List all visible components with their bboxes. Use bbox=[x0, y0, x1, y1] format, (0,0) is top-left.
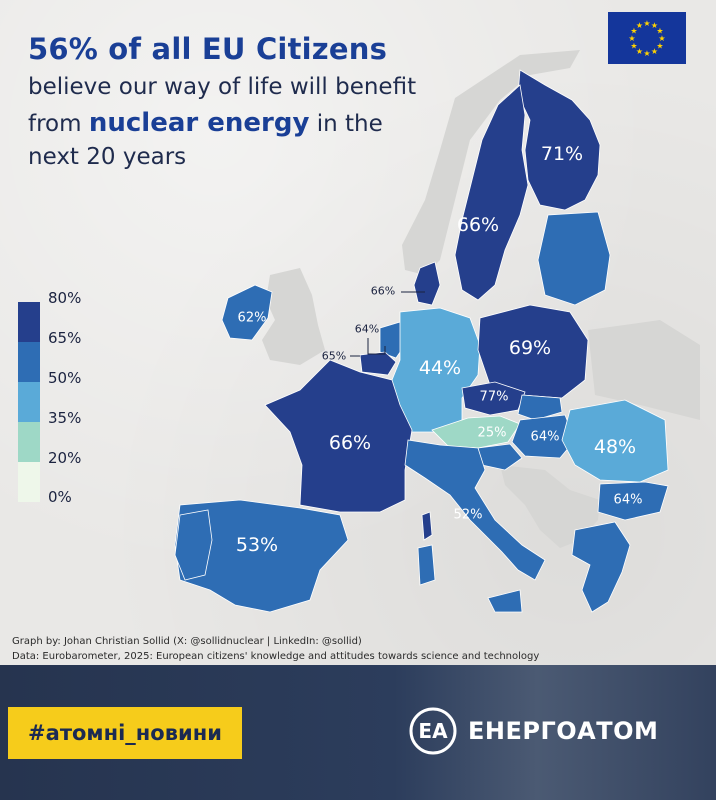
eu-star-icon: ★ bbox=[656, 27, 663, 36]
uk-region bbox=[262, 268, 325, 365]
eu-star-icon: ★ bbox=[656, 42, 663, 51]
region-czechia bbox=[461, 381, 526, 416]
label-denmark: 66% bbox=[370, 284, 396, 298]
norway-region bbox=[402, 50, 580, 275]
region-sardinia bbox=[417, 544, 436, 586]
eu-star-icon: ★ bbox=[643, 19, 650, 28]
eu-star-icon: ★ bbox=[630, 27, 637, 36]
region-sicily bbox=[487, 589, 523, 613]
legend-swatch-65-80 bbox=[18, 302, 40, 342]
energoatom-brand[interactable]: EA ЕНЕРГОАТОМ bbox=[408, 706, 658, 756]
legend-tick: 50% bbox=[48, 369, 82, 387]
label-hungary: 64% bbox=[530, 429, 560, 445]
region-slovenia-croatia bbox=[477, 443, 523, 471]
region-spain bbox=[174, 499, 349, 613]
brand-name: ЕНЕРГОАТОМ bbox=[468, 717, 659, 745]
svg-text:EA: EA bbox=[418, 719, 448, 743]
label-spain: 53% bbox=[235, 534, 279, 556]
eu-star-icon: ★ bbox=[658, 34, 665, 43]
headline: 56% of all EU Citizens bbox=[28, 32, 388, 66]
label-italy: 52% bbox=[453, 507, 483, 523]
eu-star-icon: ★ bbox=[651, 21, 658, 30]
eu-star-icon: ★ bbox=[630, 42, 637, 51]
label-netherlands: 64% bbox=[354, 322, 380, 336]
legend-swatch-50-65 bbox=[18, 342, 40, 382]
ukraine-region bbox=[588, 320, 700, 420]
legend-swatch-20-35 bbox=[18, 422, 40, 462]
label-austria: 25% bbox=[477, 425, 507, 441]
europe-map bbox=[174, 50, 700, 613]
hashtag-badge[interactable]: #атомні_новини bbox=[8, 707, 242, 759]
energoatom-logo-icon: EA bbox=[409, 707, 457, 755]
eu-star-icon: ★ bbox=[651, 47, 658, 56]
region-poland bbox=[477, 304, 589, 399]
emphasis-nuclear-energy: nuclear energy bbox=[88, 108, 310, 138]
eu-star-icon: ★ bbox=[628, 34, 635, 43]
region-belgium bbox=[359, 351, 397, 376]
legend-tick: 0% bbox=[48, 488, 72, 506]
eu-star-icon: ★ bbox=[643, 49, 650, 58]
region-estonia-latvia-lithuania bbox=[537, 211, 611, 306]
region-slovakia bbox=[517, 394, 563, 421]
subheadline-line-1: believe our way of life will benefit bbox=[28, 74, 417, 100]
label-ireland: 62% bbox=[237, 310, 267, 326]
legend-tick: 65% bbox=[48, 329, 82, 347]
region-italy bbox=[404, 439, 546, 581]
region-sweden bbox=[454, 84, 529, 301]
region-france bbox=[264, 359, 413, 513]
infographic: 56% of all EU Citizens believe our way o… bbox=[0, 0, 716, 665]
legend-swatch-0-20 bbox=[18, 462, 40, 502]
label-sweden: 66% bbox=[456, 214, 500, 236]
legend-tick: 35% bbox=[48, 409, 82, 427]
credit-data: Data: Eurobarometer, 2025: European citi… bbox=[12, 651, 540, 662]
subheadline-line-3: next 20 years bbox=[28, 144, 187, 170]
legend-tick: 20% bbox=[48, 449, 82, 467]
region-bulgaria bbox=[597, 481, 669, 521]
label-france: 66% bbox=[328, 432, 372, 454]
label-czechia: 77% bbox=[479, 389, 509, 405]
label-romania: 48% bbox=[593, 436, 637, 458]
netherlands-callout-line bbox=[367, 338, 386, 355]
region-portugal bbox=[174, 509, 213, 581]
balkans-region bbox=[500, 465, 600, 548]
region-denmark bbox=[413, 261, 441, 306]
legend-tick: 80% bbox=[48, 289, 82, 307]
region-hungary bbox=[511, 414, 576, 459]
subheadline-line-2: from nuclear energy in the bbox=[28, 108, 383, 138]
eu-star-icon: ★ bbox=[636, 47, 643, 56]
credit-graph: Graph by: Johan Christian Sollid (X: @so… bbox=[12, 636, 362, 647]
region-greece bbox=[571, 521, 631, 613]
eu-flag-icon: ★ ★★★★★★★★★★★ bbox=[608, 12, 686, 64]
label-germany: 44% bbox=[418, 357, 462, 379]
label-finland: 71% bbox=[540, 143, 584, 165]
region-ireland bbox=[221, 284, 273, 341]
label-bulgaria: 64% bbox=[613, 492, 643, 508]
label-poland: 69% bbox=[508, 337, 552, 359]
region-corsica bbox=[421, 511, 433, 541]
eu-star-icon: ★ bbox=[636, 21, 643, 30]
region-finland bbox=[517, 69, 601, 211]
legend-swatch-35-50 bbox=[18, 382, 40, 422]
label-belgium: 65% bbox=[321, 349, 347, 363]
